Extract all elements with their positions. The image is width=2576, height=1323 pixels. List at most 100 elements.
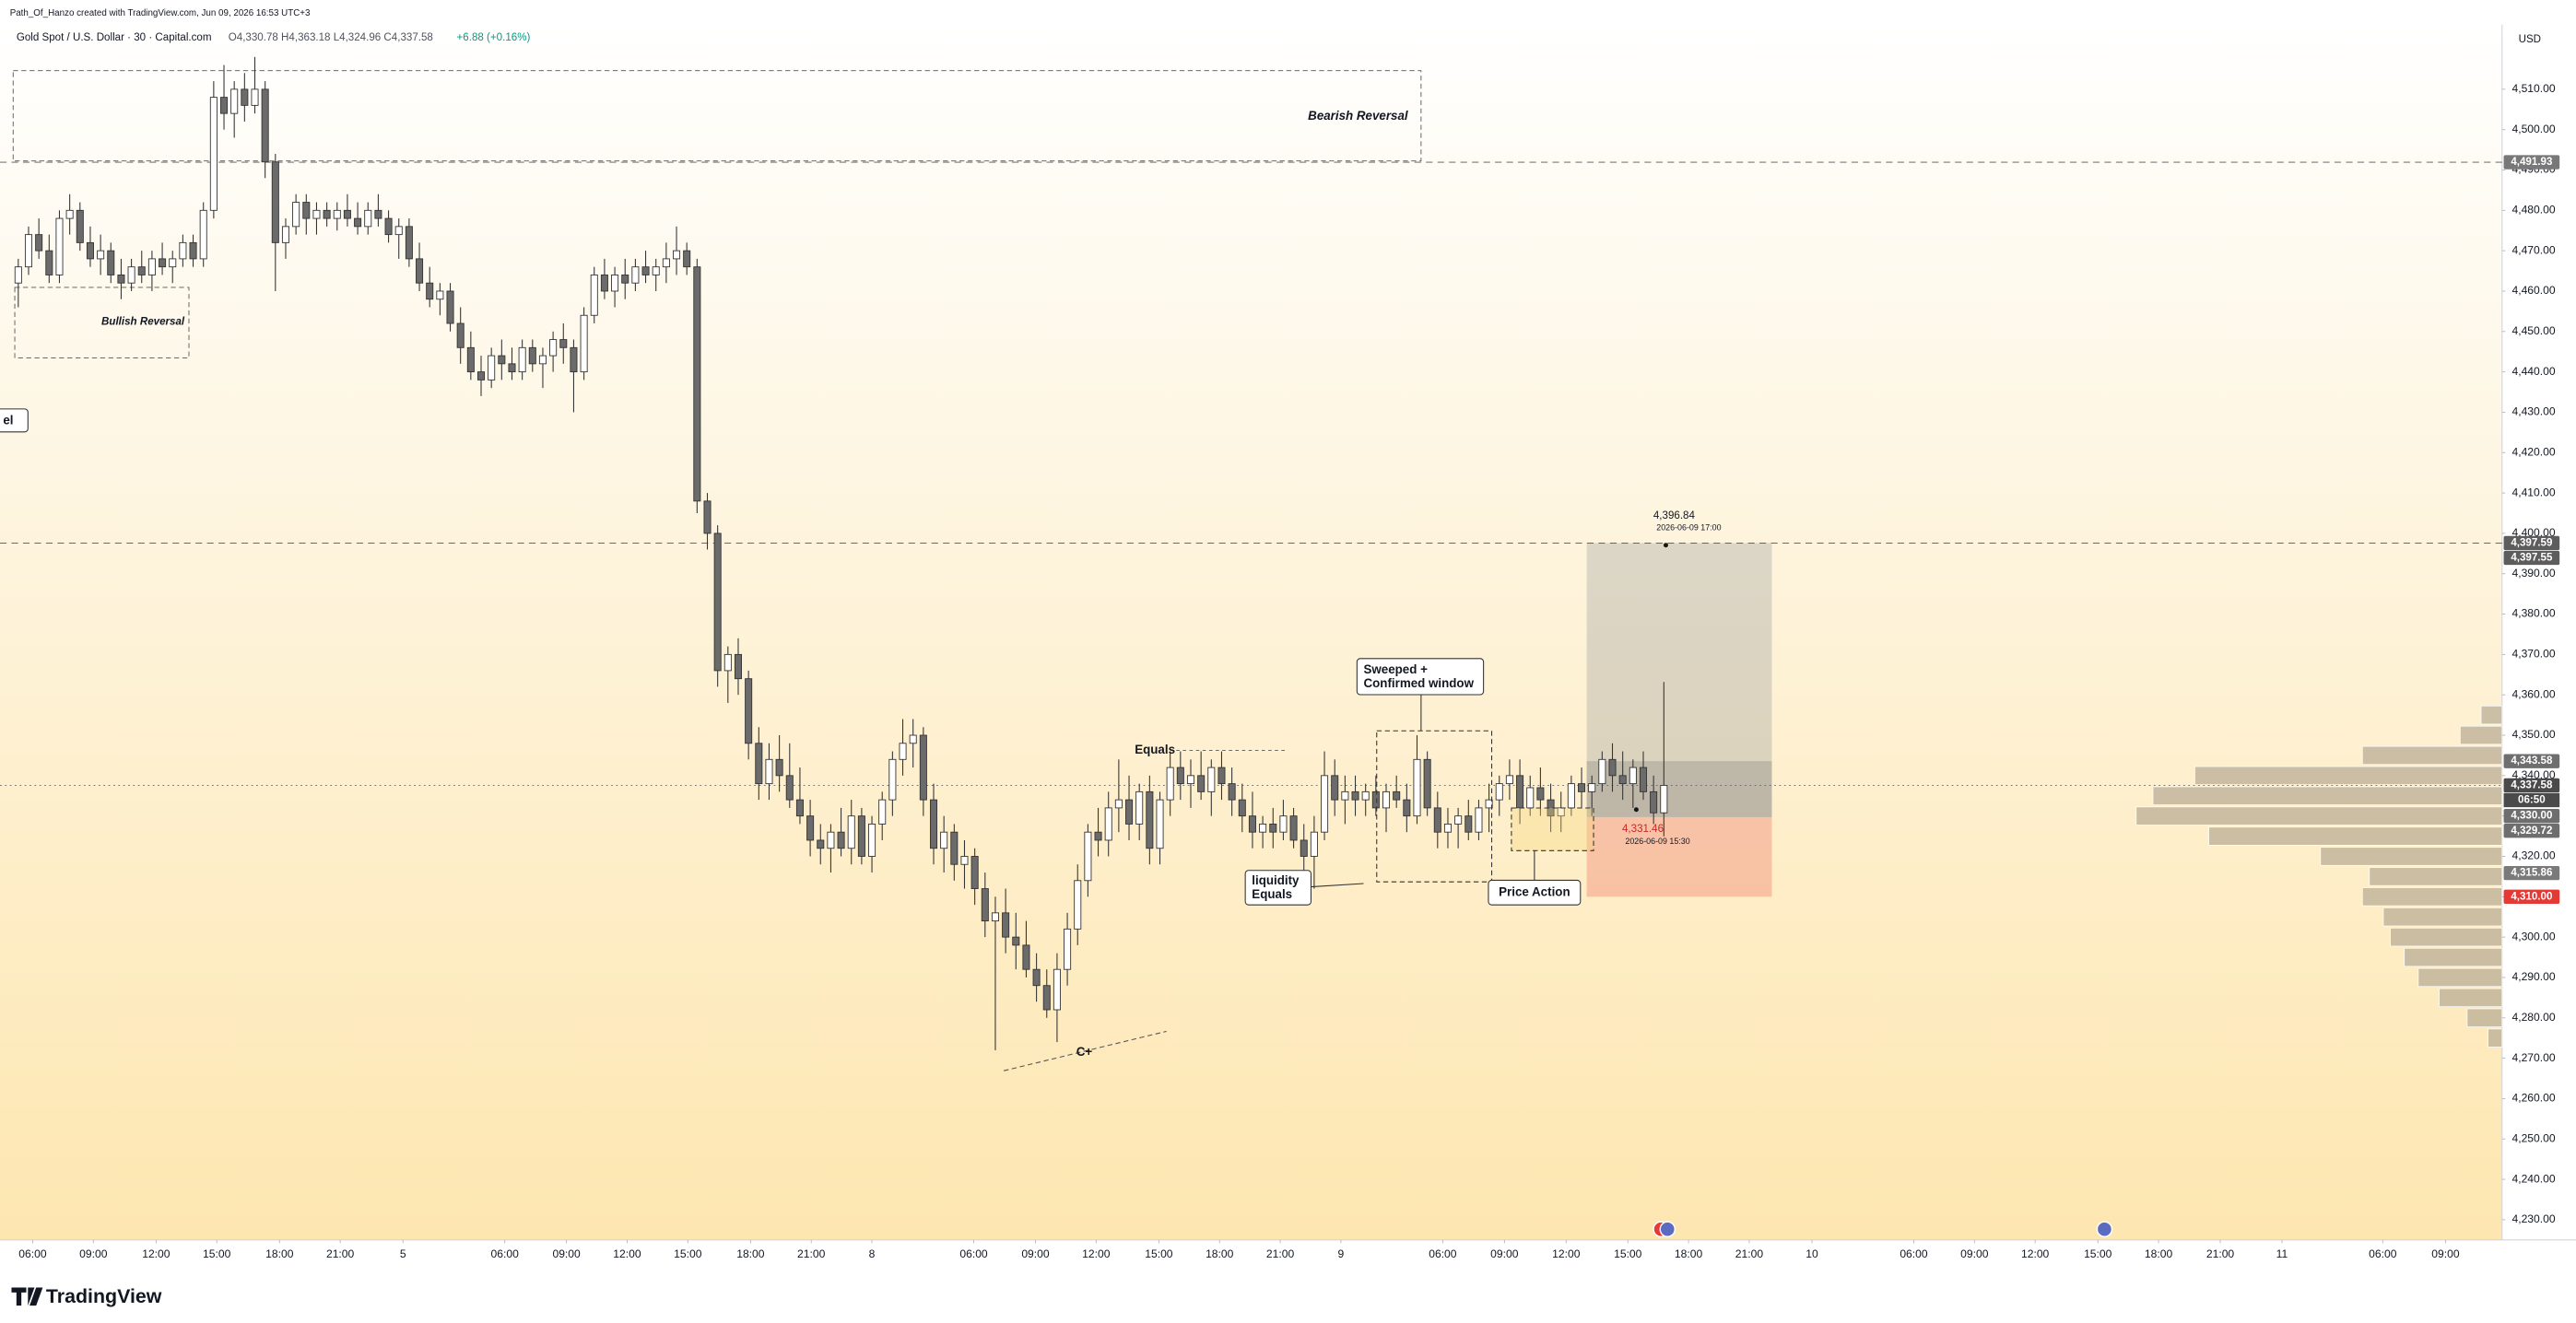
x-tick-label: 06:00: [1900, 1247, 1928, 1260]
event-icons: [1653, 1221, 2113, 1237]
candle-body: [1475, 807, 1483, 833]
target-zone: [1586, 543, 1772, 817]
x-tick-label: 06:00: [1429, 1247, 1457, 1260]
candle-body: [1166, 767, 1174, 801]
candle-body: [1053, 968, 1061, 1011]
sweeped-box: [1356, 658, 1485, 696]
candle-body: [929, 799, 938, 849]
candle-body: [734, 653, 743, 680]
candle-body: [292, 202, 300, 228]
candle-body: [673, 250, 681, 260]
candle-body: [1104, 807, 1112, 841]
x-tick-label: 12:00: [142, 1247, 171, 1260]
candle-body: [641, 266, 650, 275]
candle-body: [1341, 790, 1349, 801]
y-tick-label: 4,320.00: [2511, 849, 2555, 862]
candle-body: [1639, 767, 1648, 792]
volume-profile-bar: [2152, 786, 2503, 805]
y-tick-label: 4,440.00: [2511, 365, 2555, 378]
high-price-label: 4,396.84: [1653, 510, 1696, 521]
volume-profile-bar: [2488, 1028, 2503, 1048]
candle-body: [1248, 815, 1256, 833]
x-tick-label: 15:00: [2084, 1247, 2112, 1260]
candle-body: [312, 209, 321, 219]
low-time-label: 2026-06-09 15:30: [1625, 837, 1689, 846]
volume-profile-bar: [2135, 806, 2503, 825]
volume-profile-bar: [2208, 826, 2503, 846]
candle-body: [1146, 790, 1154, 849]
candle-body: [354, 217, 362, 228]
candle-body: [1321, 775, 1329, 833]
candle-body: [981, 888, 989, 922]
y-tick-label: 4,270.00: [2511, 1051, 2555, 1064]
x-tick-label: 21:00: [1735, 1247, 1764, 1260]
candle-body: [745, 678, 753, 744]
candle-body: [147, 258, 156, 275]
price-action-label: Price Action: [1499, 884, 1570, 898]
volume-profile-bar: [2404, 947, 2503, 967]
candle-body: [416, 258, 424, 284]
candle-body: [1660, 785, 1668, 814]
zones: [0, 70, 2503, 1048]
x-tick-label: 09:00: [1490, 1247, 1519, 1260]
candle-body: [899, 743, 907, 760]
candle-body: [1331, 775, 1339, 801]
x-tick-label: 06:00: [2369, 1247, 2397, 1260]
candle-body: [940, 831, 948, 849]
volume-profile-bar: [2320, 847, 2503, 866]
candle-body: [1567, 783, 1575, 809]
x-tick-label: 5: [400, 1247, 406, 1260]
ohlc: O4,330.78 H4,363.18 L4,324.96 C4,337.58: [229, 32, 433, 43]
candle-body: [446, 290, 454, 324]
high-time-label: 2026-06-09 17:00: [1656, 522, 1721, 532]
candle-body: [1361, 790, 1370, 801]
brand-name: TradingView: [46, 1285, 162, 1307]
candle-body: [991, 912, 999, 922]
candle-body: [117, 274, 125, 284]
candle-body: [919, 734, 927, 801]
candle-body: [868, 823, 876, 857]
x-tick-label: 21:00: [2206, 1247, 2235, 1260]
candle-body: [1125, 799, 1134, 825]
candle-body: [775, 758, 783, 777]
candle-body: [1114, 799, 1123, 809]
price-badge-label: 4,397.55: [2511, 553, 2553, 564]
x-tick-label: 18:00: [736, 1247, 765, 1260]
x-tick-label: 10: [1806, 1247, 1818, 1260]
candle-body: [806, 815, 815, 841]
brand-logo: [11, 1287, 43, 1306]
candle-body: [1454, 815, 1463, 825]
change: +6.88 (+0.16%): [457, 32, 531, 43]
price-badge: [2503, 865, 2560, 881]
candle-body: [1064, 928, 1072, 970]
candle-body: [14, 266, 22, 284]
candle-body: [1310, 831, 1318, 857]
candle-body: [169, 258, 177, 268]
y-tick-label: 4,360.00: [2511, 687, 2555, 700]
volume-profile-bar: [2417, 967, 2503, 988]
y-tick-label: 4,290.00: [2511, 970, 2555, 983]
x-tick-label: 18:00: [265, 1247, 294, 1260]
candle-body: [1238, 799, 1246, 817]
candle-body: [343, 209, 351, 219]
x-tick-label: 06:00: [959, 1247, 988, 1260]
candle-body: [723, 653, 732, 672]
y-tick-label: 4,260.00: [2511, 1092, 2555, 1105]
candle-body: [970, 856, 979, 889]
x-tick-label: 21:00: [1266, 1247, 1295, 1260]
candle-body: [1650, 790, 1658, 814]
y-tick-label: 4,370.00: [2511, 648, 2555, 661]
volume-profile-bar: [2361, 745, 2503, 766]
candle-body: [631, 266, 640, 284]
candle-body: [220, 97, 229, 114]
candle-body: [1516, 775, 1524, 809]
stop-zone: [1586, 816, 1772, 897]
y-tick-label: 4,500.00: [2511, 123, 2555, 135]
candle-body: [1156, 799, 1164, 849]
bullish-label: Bullish Reversal: [101, 316, 185, 327]
candle-body: [827, 831, 835, 849]
price-badge: [2503, 155, 2560, 170]
candle-body: [652, 266, 660, 275]
